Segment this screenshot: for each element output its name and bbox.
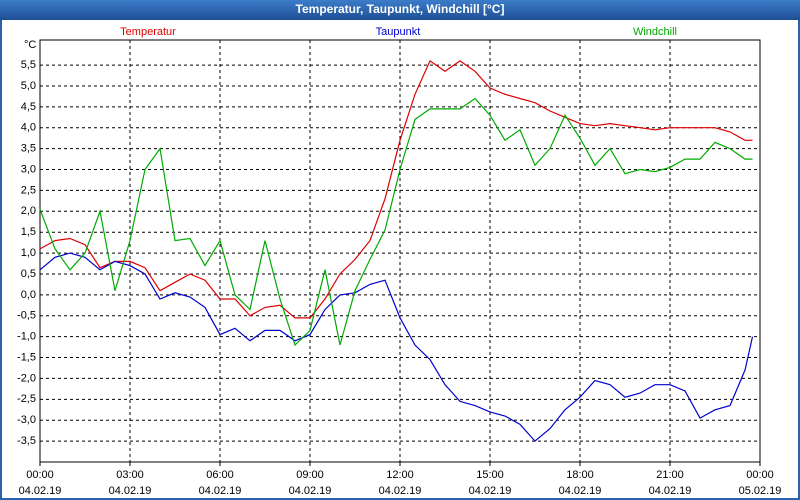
y-tick-label: -0,5 <box>17 310 36 322</box>
x-tick-label: 09:00 <box>296 469 324 481</box>
legend-label: Temperatur <box>120 26 176 38</box>
x-tick-date: 04.02.19 <box>379 485 422 497</box>
y-tick-label: 1,0 <box>21 247 36 259</box>
y-tick-label: 5,0 <box>21 80 36 92</box>
x-tick-label: 06:00 <box>206 469 234 481</box>
x-tick-date: 04.02.19 <box>469 485 512 497</box>
y-tick-label: -2,0 <box>17 372 36 384</box>
y-tick-label: -1,0 <box>17 331 36 343</box>
x-tick-label: 12:00 <box>386 469 414 481</box>
y-unit: °C <box>24 39 36 51</box>
y-tick-label: -2,5 <box>17 393 36 405</box>
legend-label: Windchill <box>633 26 677 38</box>
y-tick-label: 5,5 <box>21 59 36 71</box>
y-tick-label: 0,5 <box>21 268 36 280</box>
y-tick-label: 3,5 <box>21 143 36 155</box>
y-tick-label: 4,5 <box>21 101 36 113</box>
series-line <box>39 59 753 319</box>
series-line <box>39 97 753 347</box>
x-tick-label: 15:00 <box>476 469 504 481</box>
y-tick-label: 2,5 <box>21 184 36 196</box>
y-tick-label: -3,0 <box>17 414 36 426</box>
x-tick-date: 04.02.19 <box>109 485 152 497</box>
x-tick-date: 04.02.19 <box>559 485 602 497</box>
legend-label: Taupunkt <box>376 26 421 38</box>
y-tick-label: 0,0 <box>21 289 36 301</box>
x-tick-label: 03:00 <box>116 469 144 481</box>
title-bar <box>0 0 800 20</box>
y-tick-label: -1,5 <box>17 351 36 363</box>
y-tick-label: 4,0 <box>21 122 36 134</box>
chart-title: Temperatur, Taupunkt, Windchill [°C] <box>296 2 505 16</box>
x-tick-date: 04.02.19 <box>199 485 242 497</box>
y-tick-label: 2,0 <box>21 205 36 217</box>
x-tick-date: 04.02.19 <box>649 485 692 497</box>
y-tick-label: 1,5 <box>21 226 36 238</box>
x-tick-label: 00:00 <box>26 469 54 481</box>
x-tick-label: 21:00 <box>656 469 684 481</box>
x-tick-label: 00:00 <box>746 469 774 481</box>
series-line <box>39 252 754 442</box>
x-tick-label: 18:00 <box>566 469 594 481</box>
y-tick-label: 3,0 <box>21 163 36 175</box>
y-tick-label: -3,5 <box>17 435 36 447</box>
x-tick-date: 05.02.19 <box>739 485 782 497</box>
x-tick-date: 04.02.19 <box>19 485 62 497</box>
x-tick-date: 04.02.19 <box>289 485 332 497</box>
